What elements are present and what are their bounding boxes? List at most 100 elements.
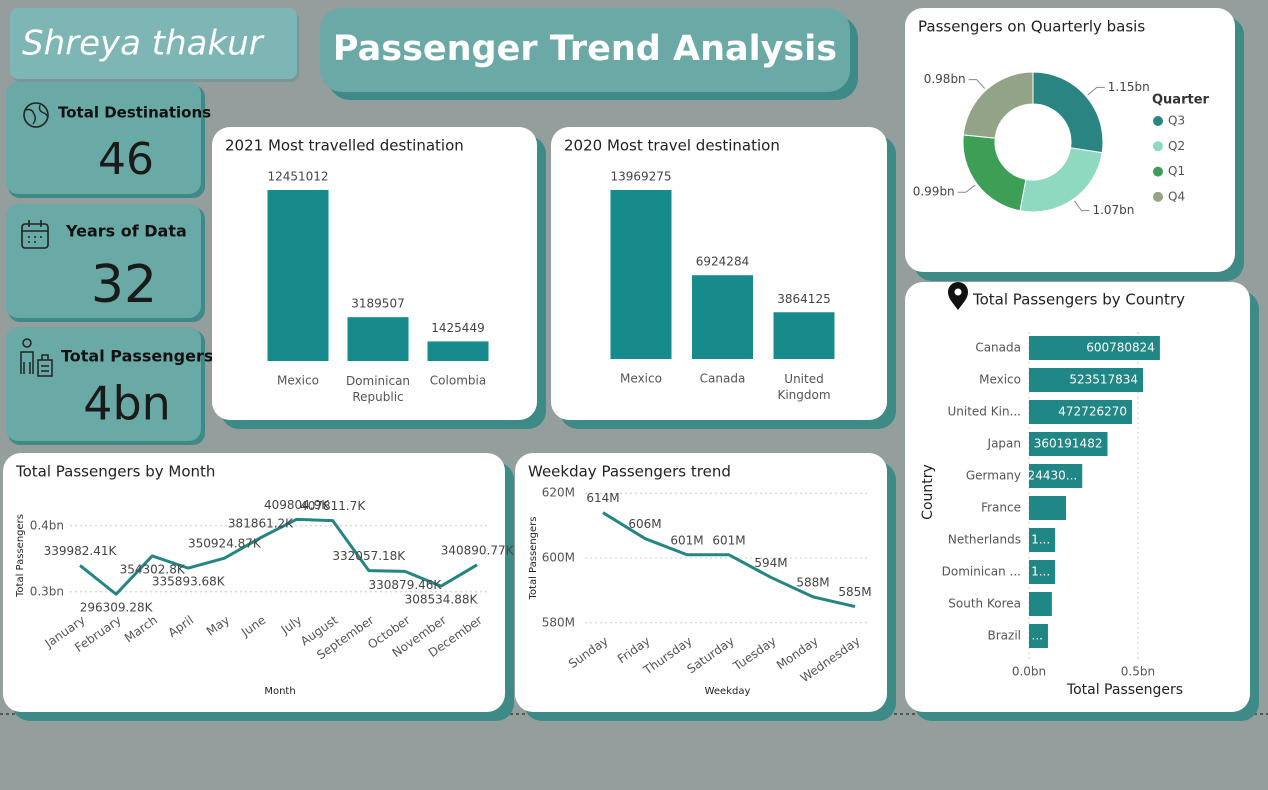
x-axis-title: Month xyxy=(264,686,295,697)
data-label: 0.98bn xyxy=(924,72,966,86)
data-label: 340890.77K xyxy=(441,543,515,557)
panel xyxy=(515,453,887,712)
y-tick-label: Brazil xyxy=(988,629,1022,643)
legend-label: Q1 xyxy=(1168,164,1185,178)
line xyxy=(79,517,478,596)
data-label: 3864125 xyxy=(777,292,830,306)
globe-icon xyxy=(25,104,49,125)
data-label: 360191482 xyxy=(1034,437,1103,451)
x-axis-title: Total Passengers xyxy=(1066,682,1183,698)
card-label: Total Passengers xyxy=(61,347,213,366)
legend-label: Q3 xyxy=(1168,114,1185,128)
bar xyxy=(1029,528,1056,552)
calendar-icon xyxy=(21,223,49,249)
legend-swatch xyxy=(1153,116,1163,126)
y-tick-label: 0.3bn xyxy=(30,584,64,598)
y-tick-label: Japan xyxy=(987,437,1021,451)
bar xyxy=(427,341,489,361)
pin-icon xyxy=(954,288,962,296)
bar xyxy=(267,190,329,361)
donut-slice xyxy=(1032,71,1104,154)
globe-icon xyxy=(23,102,49,128)
card-value: 32 xyxy=(91,255,157,315)
data-label: 24430... xyxy=(1028,469,1078,483)
data-label: 1.07bn xyxy=(1092,203,1134,217)
panel-title: 2020 Most travel destination xyxy=(564,137,780,155)
y-tick-label: South Korea xyxy=(948,597,1021,611)
legend-title: Quarter xyxy=(1152,93,1210,108)
data-label: 308534.88K xyxy=(405,593,479,607)
y-axis-title: Total Passengers xyxy=(15,514,26,598)
pin-icon xyxy=(948,282,968,310)
data-label: 354302.8K xyxy=(120,562,186,576)
y-tick-label: Mexico xyxy=(979,373,1021,387)
data-label: 1... xyxy=(1031,533,1050,547)
bar xyxy=(610,190,672,359)
panel xyxy=(905,282,1250,712)
data-label: 332057.18K xyxy=(332,549,406,563)
bar xyxy=(1029,496,1067,520)
dashboard-title: Passenger Trend Analysis xyxy=(333,29,837,69)
bar xyxy=(1029,592,1052,616)
data-label: 0.99bn xyxy=(913,185,955,199)
author-box xyxy=(10,8,297,79)
bar xyxy=(1029,400,1133,424)
card xyxy=(6,204,201,318)
bar xyxy=(1029,432,1108,456)
data-label: 601M xyxy=(712,533,745,547)
leader-line xyxy=(968,79,986,89)
data-label: 523517834 xyxy=(1069,373,1138,387)
bar xyxy=(1029,464,1083,488)
card xyxy=(6,327,201,441)
legend-swatch xyxy=(1153,141,1163,152)
x-tick-label: Mexico xyxy=(277,374,319,388)
panel xyxy=(3,453,505,712)
data-label: 585M xyxy=(838,585,871,599)
data-label: 614M xyxy=(586,491,619,505)
x-tick-label: Dominican Republic xyxy=(346,374,410,404)
title-box xyxy=(320,8,850,92)
data-label: 472726270 xyxy=(1058,405,1127,419)
data-label: 6924284 xyxy=(696,255,749,269)
card-label: Total Destinations xyxy=(58,104,211,122)
panel-title: Total Passengers by Country xyxy=(972,291,1185,309)
calendar-icon xyxy=(22,220,48,243)
donut-slice xyxy=(1019,147,1103,213)
x-tick-label: United Kingdom xyxy=(777,372,830,402)
traveller-icon xyxy=(20,351,53,377)
leader-line xyxy=(1074,200,1090,212)
y-tick-label: France xyxy=(981,501,1021,515)
bar xyxy=(347,317,409,361)
leader-line xyxy=(957,184,976,193)
panel xyxy=(905,8,1235,272)
leader-line xyxy=(1087,86,1105,96)
data-label: 409804.9K xyxy=(264,498,330,512)
panel-title: 2021 Most travelled destination xyxy=(225,137,464,155)
data-label: 13969275 xyxy=(610,170,671,184)
data-label: 350924.87K xyxy=(188,537,262,551)
y-tick-label: 600M xyxy=(542,551,575,565)
y-tick-label: 580M xyxy=(542,615,575,629)
x-tick-label: 0.0bn xyxy=(1012,665,1046,679)
y-axis-title: Country xyxy=(920,464,936,520)
kpi-card: Total Passengers 4bn xyxy=(6,327,213,445)
y-tick-label: Netherlands xyxy=(948,533,1021,547)
y-tick-label: Dominican ... xyxy=(942,565,1021,579)
x-tick-label: Colombia xyxy=(430,374,486,388)
data-label: 3189507 xyxy=(351,297,404,311)
line xyxy=(602,511,856,609)
donut-slice xyxy=(962,71,1034,139)
data-label: 606M xyxy=(628,517,661,531)
kpi-card: Years of Data 32 xyxy=(6,204,205,322)
data-label: 335893.68K xyxy=(152,575,226,589)
y-tick-label: 620M xyxy=(542,486,575,500)
author: Shreya thakur xyxy=(22,24,265,64)
bar xyxy=(1029,368,1144,392)
bar xyxy=(773,312,835,359)
traveller-icon xyxy=(22,338,32,348)
bar xyxy=(692,275,753,359)
kpi-card: Total Destinations 46 xyxy=(6,82,211,198)
legend-label: Q4 xyxy=(1168,189,1185,203)
x-axis-title: Weekday xyxy=(705,686,751,697)
